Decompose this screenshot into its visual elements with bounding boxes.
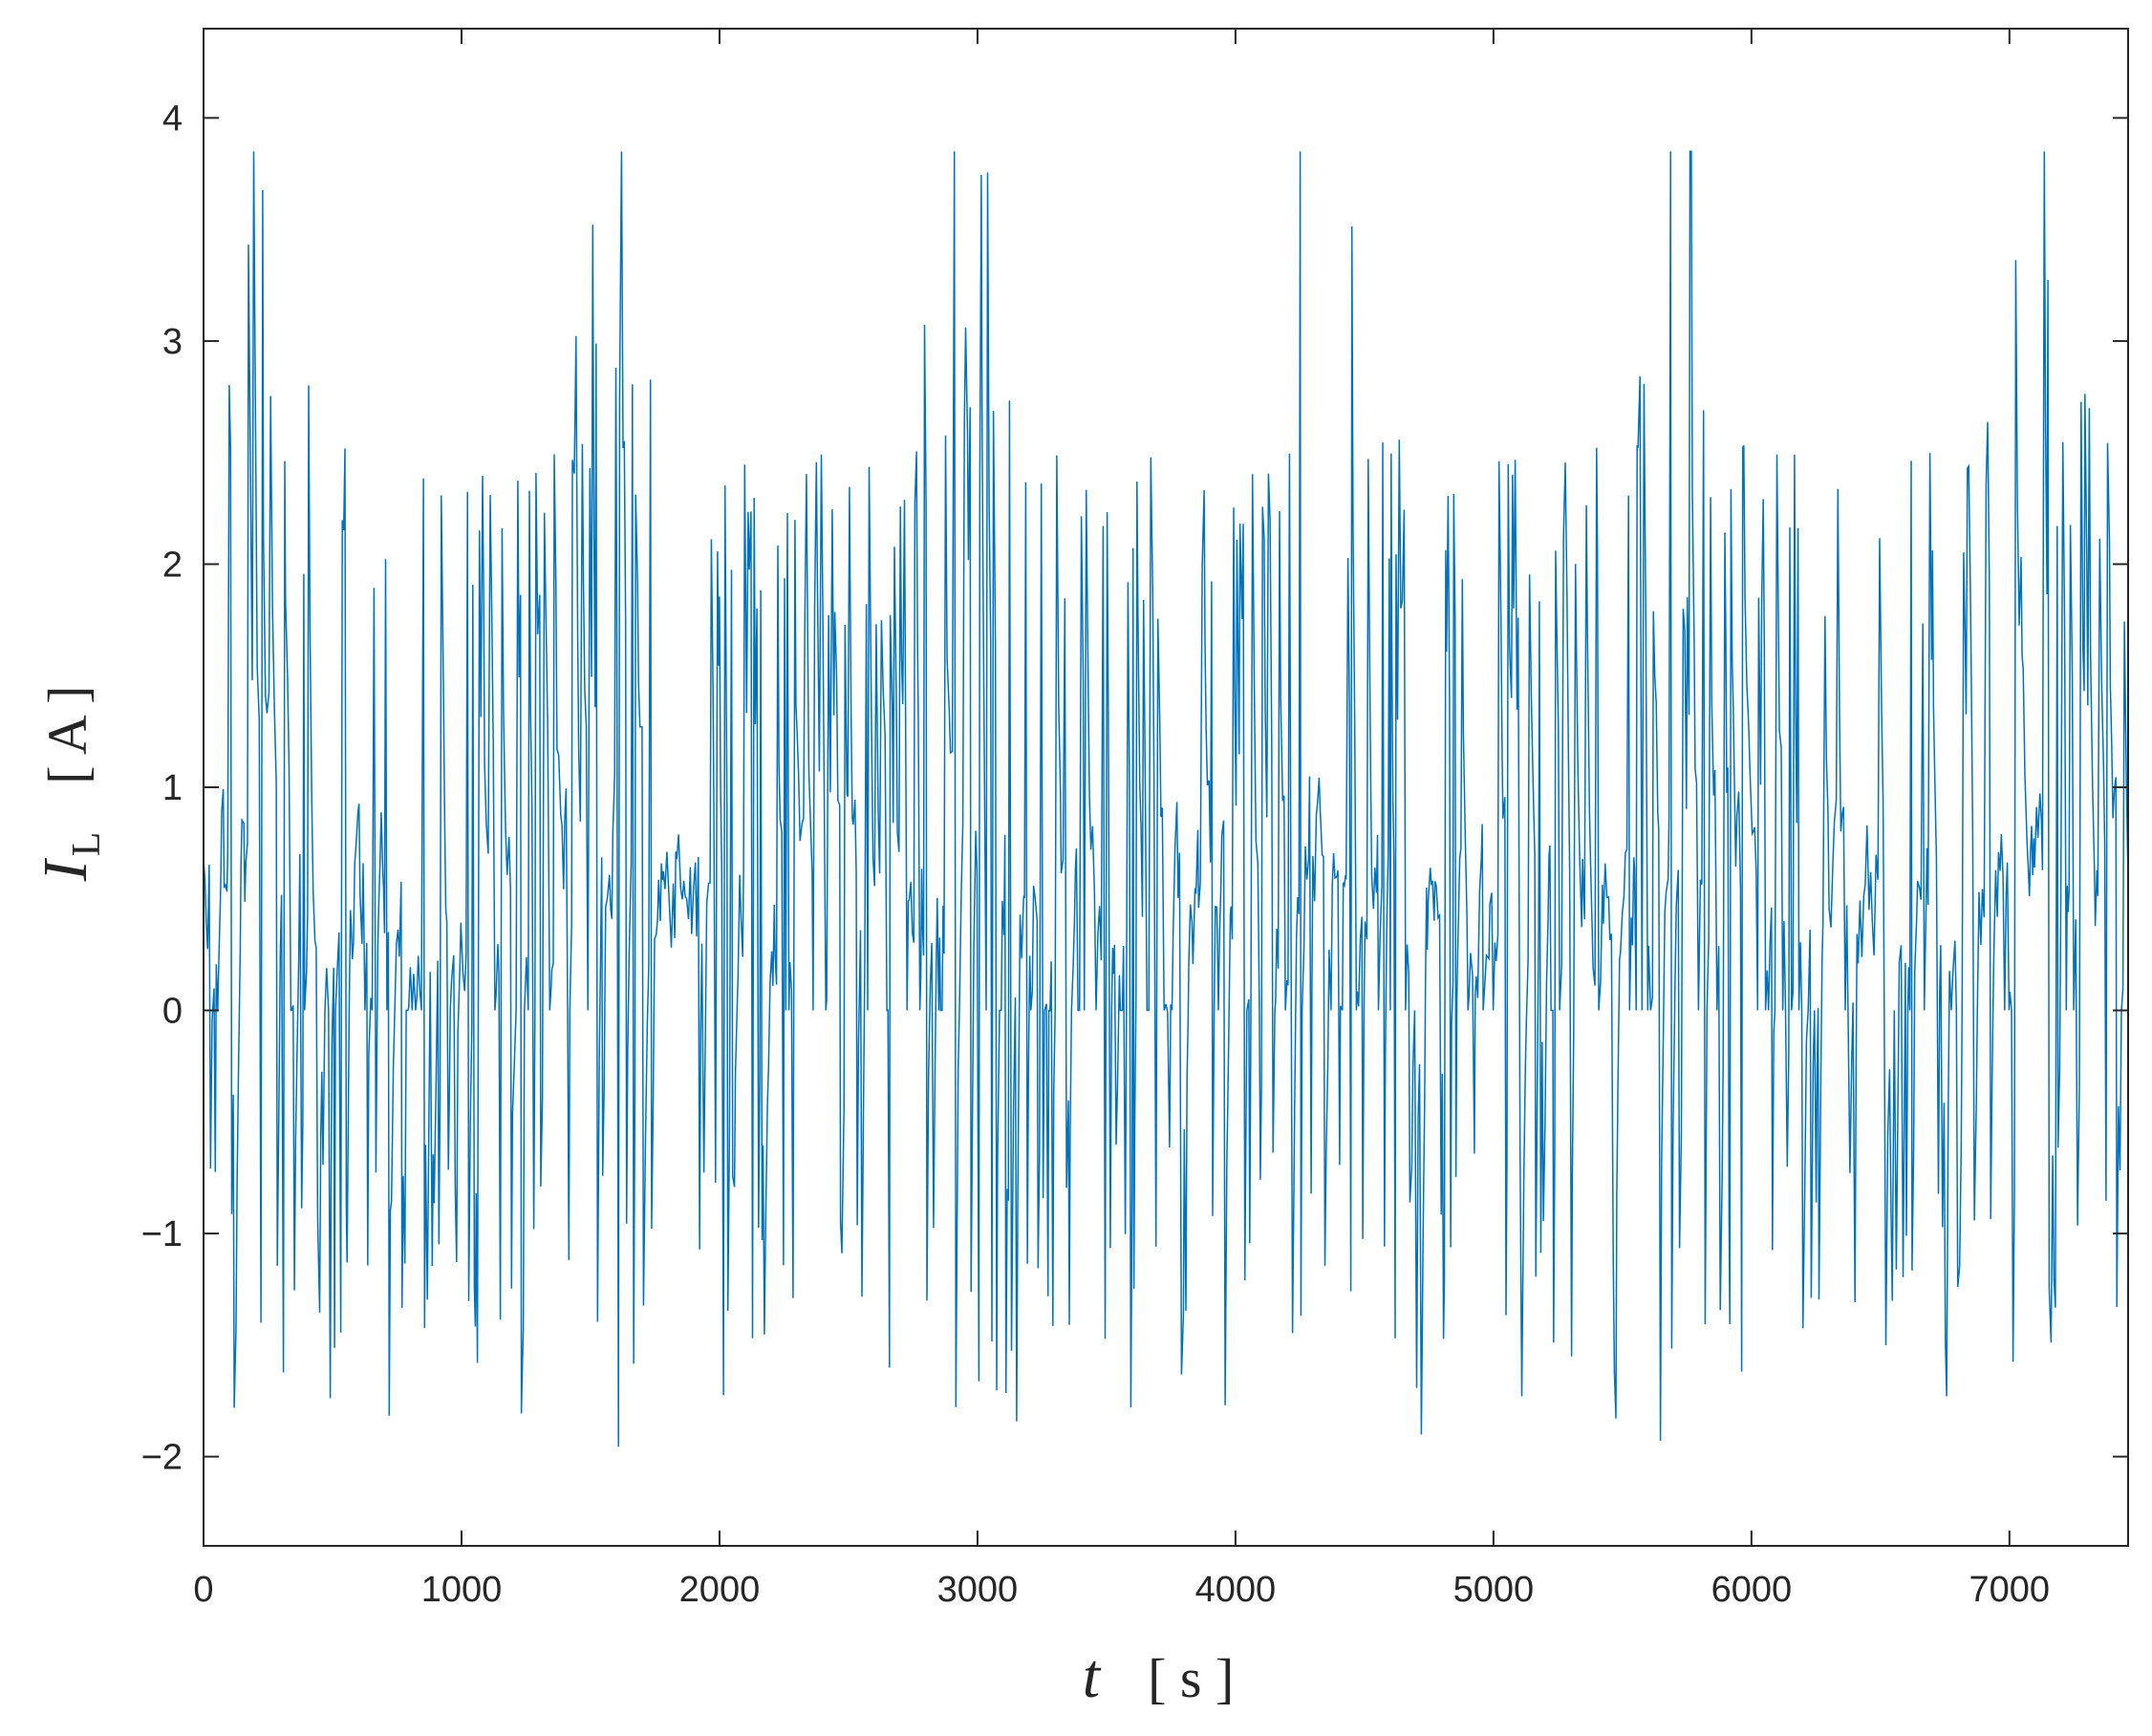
- series-line: [203, 150, 2129, 1447]
- x-tick-label: 1000: [421, 1570, 503, 1610]
- x-tick-label: 5000: [1453, 1570, 1535, 1610]
- y-axis-subscript: L: [65, 832, 109, 857]
- x-axis-unit: [ s ]: [1148, 1647, 1234, 1709]
- x-tick-label: 2000: [679, 1570, 761, 1610]
- y-tick-label: 2: [162, 545, 183, 585]
- y-tick-label: −2: [141, 1438, 183, 1478]
- x-axis-label: t [ s ]: [1083, 1641, 1235, 1711]
- x-tick-label: 7000: [1969, 1570, 2051, 1610]
- y-tick-label: −1: [141, 1214, 183, 1254]
- plot-area-background: [204, 29, 2128, 1546]
- x-tick-label: 3000: [937, 1570, 1019, 1610]
- x-axis-symbol: t: [1083, 1641, 1102, 1711]
- y-tick-label: 0: [162, 992, 183, 1032]
- tick-layer: 0 1000 2000 3000 4000 5000 6000 7000 −2 −1 0 1 2 3 4: [141, 29, 2128, 1610]
- y-axis-unit: [ A ]: [36, 686, 98, 784]
- y-axis-label: I L [ A ]: [31, 686, 109, 883]
- x-tick-label: 0: [193, 1570, 213, 1610]
- x-tick-label: 4000: [1195, 1570, 1277, 1610]
- y-axis-symbol: I: [31, 857, 100, 882]
- y-tick-label: 1: [162, 768, 183, 808]
- series-layer: [203, 150, 2129, 1447]
- x-tick-label: 6000: [1711, 1570, 1793, 1610]
- y-tick-label: 3: [162, 322, 183, 362]
- y-tick-label: 4: [162, 98, 183, 139]
